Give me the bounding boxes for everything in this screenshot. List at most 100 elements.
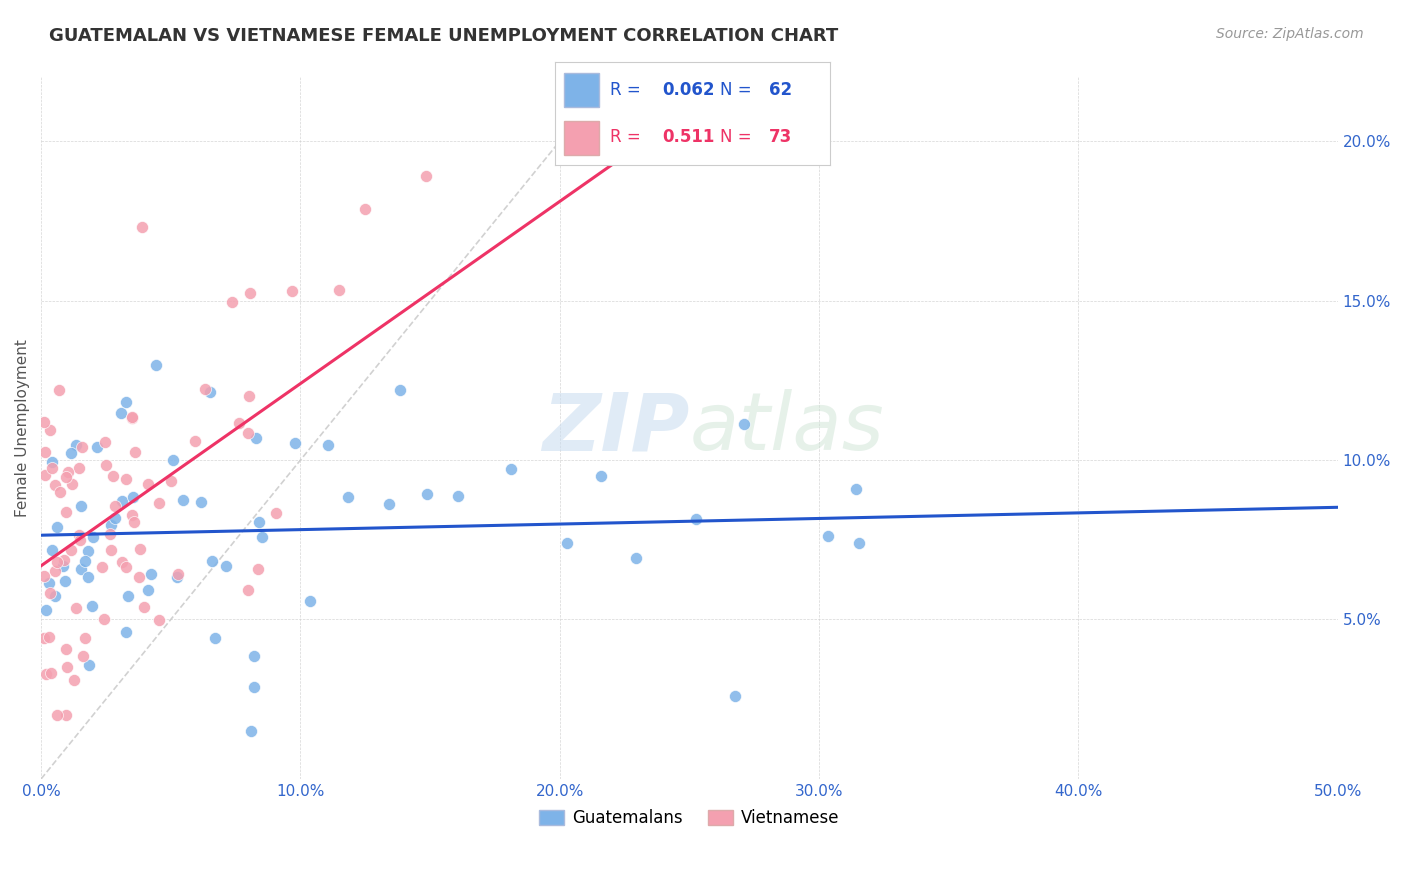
Point <box>65 601 87 615</box>
Point <box>46 708 69 723</box>
Point <box>35 603 58 617</box>
Point <box>184 434 207 448</box>
Point <box>73 554 96 568</box>
Point <box>318 438 340 452</box>
Point <box>354 202 377 217</box>
Point <box>415 169 437 183</box>
Point <box>98 526 121 541</box>
Point <box>136 476 159 491</box>
Point <box>148 613 170 627</box>
Point <box>389 383 412 397</box>
Point <box>236 426 259 441</box>
Point <box>44 565 66 579</box>
Point <box>264 506 287 520</box>
Point <box>114 560 136 574</box>
Point <box>167 567 190 582</box>
Point <box>56 466 79 480</box>
Text: 62: 62 <box>769 81 793 99</box>
Point <box>239 724 262 739</box>
Text: ZIP: ZIP <box>543 389 689 467</box>
Point <box>55 708 77 723</box>
Point <box>103 469 125 483</box>
Point <box>55 505 77 519</box>
Point <box>38 630 60 644</box>
Point <box>111 555 134 569</box>
Point <box>591 469 613 483</box>
Point <box>69 499 91 513</box>
Point <box>91 559 114 574</box>
Point <box>75 631 97 645</box>
Point <box>284 436 307 450</box>
Point <box>114 625 136 640</box>
Point <box>201 553 224 567</box>
Point <box>121 410 143 425</box>
Point <box>44 477 66 491</box>
FancyBboxPatch shape <box>564 73 599 106</box>
Point <box>121 409 143 424</box>
Point <box>49 485 72 500</box>
Point <box>110 406 132 420</box>
Point <box>69 533 91 547</box>
Point <box>166 570 188 584</box>
Point <box>55 470 77 484</box>
Point <box>104 511 127 525</box>
Point <box>34 468 56 483</box>
Point <box>53 574 76 588</box>
Point <box>848 536 870 550</box>
Point <box>129 541 152 556</box>
Point <box>82 531 104 545</box>
Point <box>41 542 63 557</box>
Point <box>236 583 259 598</box>
Point <box>239 286 262 301</box>
Point <box>32 569 55 583</box>
Point <box>160 474 183 488</box>
Text: Source: ZipAtlas.com: Source: ZipAtlas.com <box>1216 27 1364 41</box>
Point <box>62 673 84 688</box>
Point <box>67 528 90 542</box>
Point <box>724 689 747 703</box>
Point <box>122 490 145 504</box>
Point <box>121 508 143 522</box>
Point <box>245 431 267 445</box>
Point <box>38 586 60 600</box>
Point <box>77 570 100 584</box>
Point <box>100 542 122 557</box>
Point <box>77 544 100 558</box>
Point <box>378 497 401 511</box>
Point <box>194 382 217 396</box>
Point <box>198 384 221 399</box>
Point <box>228 416 250 430</box>
Point <box>52 558 75 573</box>
Point <box>250 529 273 543</box>
Point <box>53 553 76 567</box>
Point <box>96 458 118 472</box>
Point <box>299 594 322 608</box>
Point <box>145 358 167 372</box>
Point <box>132 600 155 615</box>
Text: 0.062: 0.062 <box>662 81 714 99</box>
FancyBboxPatch shape <box>564 121 599 155</box>
Point <box>69 562 91 576</box>
Point <box>249 516 271 530</box>
Point <box>80 599 103 613</box>
Point <box>337 491 360 505</box>
Point <box>93 434 115 449</box>
Point <box>172 492 194 507</box>
Point <box>41 460 63 475</box>
Point <box>104 499 127 513</box>
Point <box>39 665 62 680</box>
Point <box>447 489 470 503</box>
Point <box>111 494 134 508</box>
Point <box>117 589 139 603</box>
Text: R =: R = <box>610 81 647 99</box>
Point <box>70 440 93 454</box>
Point <box>45 520 67 534</box>
Point <box>328 283 350 297</box>
Point <box>148 496 170 510</box>
Point <box>124 515 146 529</box>
Point <box>35 666 58 681</box>
Point <box>280 285 302 299</box>
Point <box>128 570 150 584</box>
Point <box>32 632 55 646</box>
Point <box>77 657 100 672</box>
